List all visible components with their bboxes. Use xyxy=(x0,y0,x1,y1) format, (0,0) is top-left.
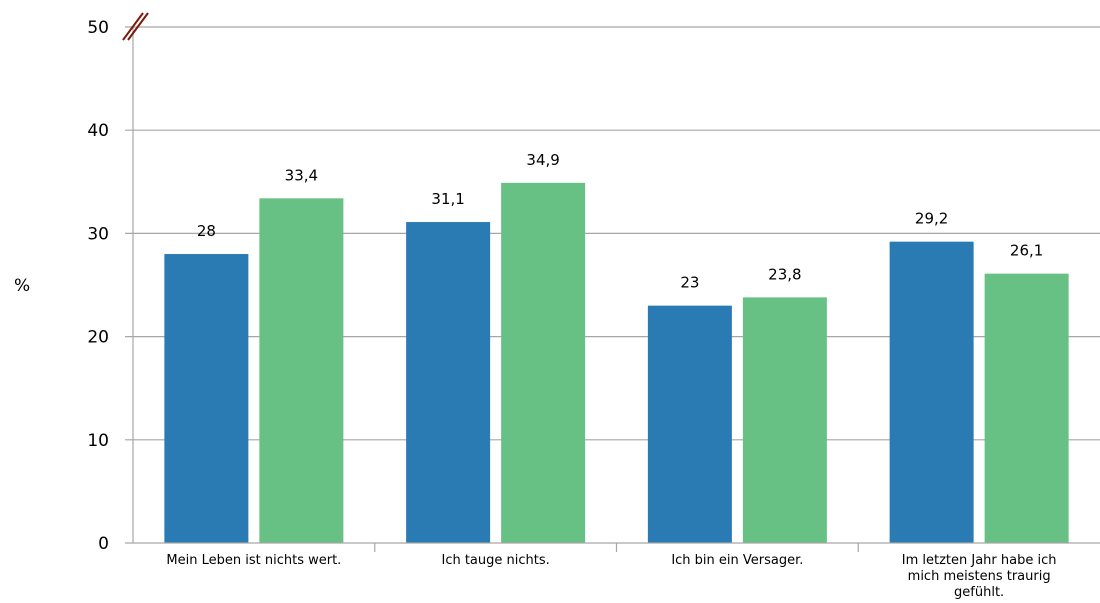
x-category-label-line: Mein Leben ist nichts wert. xyxy=(166,553,341,568)
x-category-label-line: Ich bin ein Versager. xyxy=(671,553,803,568)
y-tick-label: 0 xyxy=(98,534,109,554)
y-axis-label: % xyxy=(14,276,30,296)
data-label: 31,1 xyxy=(431,190,464,208)
data-label: 33,4 xyxy=(285,166,318,184)
bar xyxy=(501,182,586,543)
y-tick-label: 30 xyxy=(87,224,109,244)
y-tick-label: 10 xyxy=(87,431,109,451)
bar xyxy=(889,241,974,543)
bar xyxy=(406,222,491,543)
data-label: 26,1 xyxy=(1010,242,1043,260)
x-category-label-line: mich meistens traurig xyxy=(908,569,1051,584)
x-category-label: Mein Leben ist nichts wert. xyxy=(166,553,341,568)
data-label: 29,2 xyxy=(915,210,948,228)
bars xyxy=(164,182,1069,544)
data-label: 23,8 xyxy=(768,265,801,283)
bar xyxy=(259,198,344,543)
bar xyxy=(742,297,827,543)
y-tick-label: 50 xyxy=(87,18,109,38)
bar xyxy=(164,254,249,544)
bar xyxy=(647,305,732,543)
labels: 0 10 20 30 40 50 28 33,4 Mein Leben ist nichts w… xyxy=(87,18,1056,600)
x-category-label: Im letzten Jahr habe ich mich meistens tr… xyxy=(902,553,1057,600)
y-tick-label: 40 xyxy=(87,121,109,141)
axis-break-mark xyxy=(127,12,149,41)
data-label: 28 xyxy=(197,222,216,240)
axes xyxy=(122,12,1100,552)
x-category-label: Ich tauge nichts. xyxy=(441,553,549,568)
x-category-label-line: Ich tauge nichts. xyxy=(441,553,549,568)
x-category-label-line: gefühlt. xyxy=(954,585,1004,600)
bar xyxy=(984,273,1069,543)
axis-break-mark xyxy=(122,12,144,41)
data-label: 34,9 xyxy=(526,151,559,169)
y-tick-label: 20 xyxy=(87,328,109,348)
x-category-label: Ich bin ein Versager. xyxy=(671,553,803,568)
data-label: 23 xyxy=(680,274,699,292)
x-category-label-line: Im letzten Jahr habe ich xyxy=(902,553,1057,568)
